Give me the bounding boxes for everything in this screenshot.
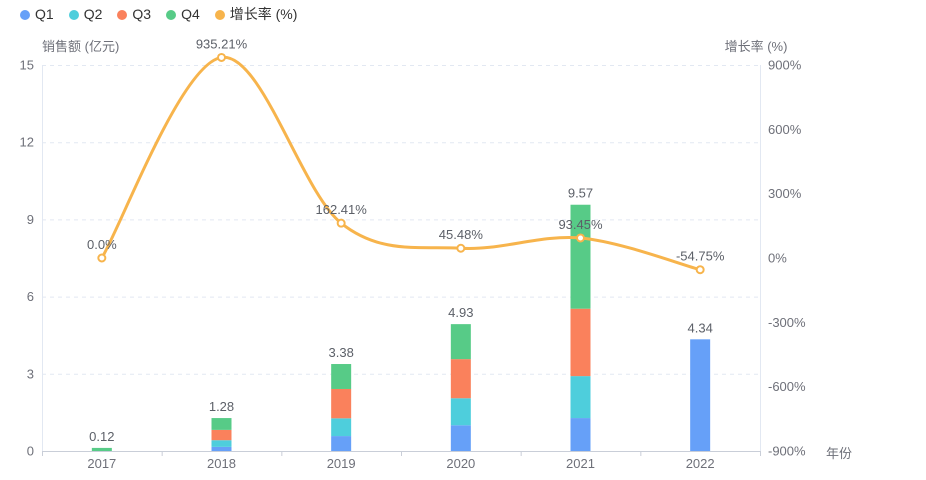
bar-segment-2020-q1[interactable] xyxy=(450,425,471,451)
y-tick-label-right: -900% xyxy=(768,444,806,459)
bar-segment-2018-q3[interactable] xyxy=(211,429,232,441)
bar-segment-2019-q2[interactable] xyxy=(331,418,352,437)
growth-marker[interactable] xyxy=(217,52,226,62)
growth-point-label: 45.48% xyxy=(439,227,484,242)
y-tick-label-left: 9 xyxy=(27,212,34,227)
bar-segment-2019-q4[interactable] xyxy=(331,364,352,389)
legend-label: Q4 xyxy=(181,6,200,22)
legend-item-growth-rate[interactable]: 增长率 (%) xyxy=(214,6,298,22)
x-tick-label: 2020 xyxy=(446,456,475,471)
legend-dot-icon xyxy=(117,9,128,20)
legend-dot-icon xyxy=(214,9,225,20)
legend-item-q1[interactable]: Q1 xyxy=(20,7,54,22)
y-tick-label-right: 600% xyxy=(768,122,802,137)
y-tick-label-right: -600% xyxy=(768,379,806,394)
growth-marker[interactable] xyxy=(97,253,107,263)
x-tick-label: 2022 xyxy=(686,456,715,471)
bar-segment-2018-q4[interactable] xyxy=(211,418,232,430)
y-tick-label-left: 15 xyxy=(20,58,34,73)
legend-label: Q3 xyxy=(132,6,152,22)
x-tick-label: 2019 xyxy=(327,456,356,471)
legend-label: Q2 xyxy=(83,6,103,22)
y-tick-label-left: 6 xyxy=(27,289,34,304)
legend-dot-icon xyxy=(20,9,30,20)
growth-marker[interactable] xyxy=(695,265,705,275)
legend-item-q4[interactable]: Q4 xyxy=(166,7,200,22)
bar-total-label: 9.57 xyxy=(568,186,593,201)
bar-segment-2020-q4[interactable] xyxy=(450,324,471,360)
bar-segment-2021-q2[interactable] xyxy=(570,376,591,419)
y-tick-label-left: 3 xyxy=(27,366,34,381)
x-tick-label: 2018 xyxy=(207,456,236,471)
left-axis-name: 销售额 (亿元) xyxy=(42,39,120,54)
bar-total-label: 3.38 xyxy=(329,345,354,360)
bar-segment-2017-q4[interactable] xyxy=(91,447,112,451)
legend-label: 增长率 (%) xyxy=(229,6,298,22)
bar-segment-2021-q4[interactable] xyxy=(570,204,591,309)
x-tick-label: 2021 xyxy=(566,456,595,471)
bar-segment-2019-q3[interactable] xyxy=(331,388,352,419)
bar-segment-2021-q1[interactable] xyxy=(570,418,591,451)
bar-segment-2020-q2[interactable] xyxy=(450,398,471,426)
bar-total-label: 4.34 xyxy=(688,320,713,335)
y-tick-label-left: 0 xyxy=(27,444,34,459)
bar-segment-2018-q2[interactable] xyxy=(211,440,232,447)
bar-segment-2020-q3[interactable] xyxy=(450,359,471,399)
y-tick-label-right: 900% xyxy=(768,58,802,73)
growth-point-label: 935.21% xyxy=(196,36,248,51)
bar-total-label: 1.28 xyxy=(209,399,234,414)
bar-total-label: 0.12 xyxy=(89,429,114,444)
y-tick-label-right: -300% xyxy=(768,315,806,330)
growth-marker[interactable] xyxy=(576,233,585,243)
growth-point-label: -54.75% xyxy=(676,249,725,264)
right-axis-name: 增长率 (%) xyxy=(724,39,788,54)
legend-dot-icon xyxy=(68,9,79,20)
x-tick-label: 2017 xyxy=(87,456,116,471)
x-axis-name: 年份 xyxy=(826,446,853,461)
growth-marker[interactable] xyxy=(456,243,466,253)
bar-segment-2022-q1[interactable] xyxy=(690,339,711,451)
growth-line[interactable] xyxy=(100,55,702,272)
growth-marker[interactable] xyxy=(336,218,346,228)
bar-segment-2021-q3[interactable] xyxy=(570,308,591,377)
legend-item-q3[interactable]: Q3 xyxy=(117,7,151,22)
legend: Q1 Q2 Q3 Q4 增长率 (%) xyxy=(20,7,297,22)
growth-point-label: 162.41% xyxy=(316,202,368,217)
y-tick-label-right: 300% xyxy=(768,186,802,201)
bar-segment-2018-q1[interactable] xyxy=(211,446,232,451)
legend-item-q2[interactable]: Q2 xyxy=(68,6,103,22)
growth-point-label: 93.45% xyxy=(558,217,603,232)
y-tick-label-left: 12 xyxy=(20,135,34,150)
growth-point-label: 0.0% xyxy=(87,237,117,252)
bar-segment-2019-q1[interactable] xyxy=(331,436,352,451)
legend-label: Q1 xyxy=(35,6,54,22)
y-tick-label-right: 0% xyxy=(768,251,787,266)
legend-dot-icon xyxy=(166,9,177,20)
bar-total-label: 4.93 xyxy=(448,305,473,320)
